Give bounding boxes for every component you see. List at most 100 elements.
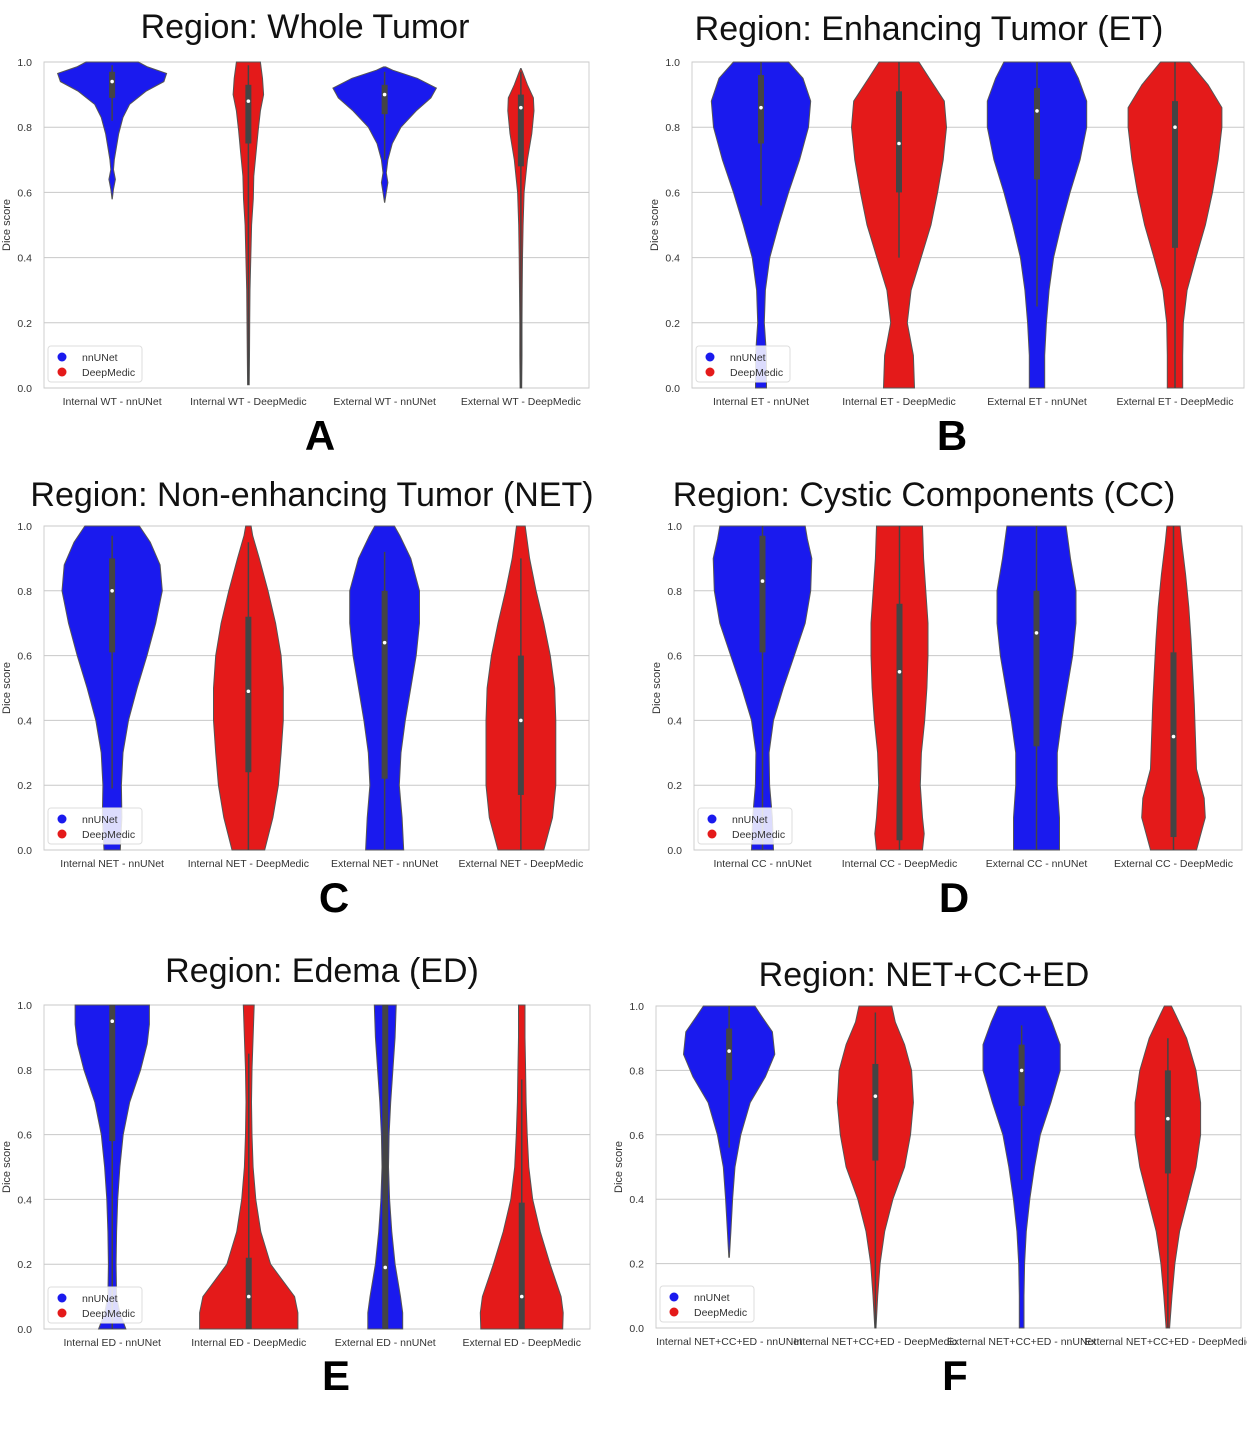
violin-box bbox=[1034, 88, 1040, 180]
violin-median bbox=[383, 1265, 388, 1270]
x-category-label: Internal WT - DeepMedic bbox=[190, 396, 307, 408]
y-tick-label: 0.4 bbox=[17, 1194, 32, 1206]
y-tick-label: 0.2 bbox=[17, 1259, 32, 1271]
x-category-label: External ET - DeepMedic bbox=[1116, 396, 1233, 408]
y-tick-label: 0.2 bbox=[665, 318, 680, 330]
violin-median bbox=[246, 689, 251, 694]
violin-box bbox=[245, 84, 252, 144]
y-tick-label: 0.8 bbox=[17, 122, 32, 134]
legend-label: DeepMedic bbox=[694, 1307, 747, 1319]
panel-letter: D bbox=[938, 874, 970, 921]
y-tick-label: 0.0 bbox=[665, 383, 680, 395]
legend-marker bbox=[669, 1307, 679, 1317]
x-category-label: External NET - nnUNet bbox=[331, 858, 438, 870]
y-axis-label: Dice score bbox=[1, 1141, 13, 1193]
violin-nnunet bbox=[710, 61, 812, 389]
x-category-label: External WT - DeepMedic bbox=[461, 396, 581, 408]
violin-plot: 0.0 0.2 0.4 0.6 0.8 1.0 Dice score Internal ED … bbox=[1, 1000, 591, 1349]
violin-box bbox=[1170, 652, 1177, 838]
y-tick-label: 1.0 bbox=[17, 57, 32, 69]
violin-median bbox=[1166, 1116, 1170, 1121]
y-tick-label: 0.2 bbox=[629, 1259, 644, 1271]
legend bbox=[47, 1286, 143, 1324]
violin-box bbox=[381, 84, 388, 115]
violin-plot: 0.0 0.2 0.4 0.6 0.8 1.0 Dice score Internal WT … bbox=[1, 57, 590, 408]
y-axis-label: Dice score bbox=[1, 199, 13, 251]
x-category-label: External NET - DeepMedic bbox=[459, 858, 584, 870]
y-tick-label: 0.6 bbox=[667, 651, 682, 663]
legend-label: nnUNet bbox=[694, 1292, 730, 1304]
violin-nnunet bbox=[56, 61, 168, 200]
x-category-label: Internal ED - DeepMedic bbox=[191, 1337, 306, 1349]
violin-box bbox=[382, 1005, 389, 1329]
x-category-label: Internal ED - nnUNet bbox=[64, 1337, 162, 1349]
violin-median bbox=[727, 1049, 731, 1053]
violin-median bbox=[110, 79, 114, 84]
legend bbox=[659, 1285, 755, 1323]
violin-median bbox=[246, 1294, 251, 1299]
x-category-label: Internal ET - nnUNet bbox=[713, 396, 809, 408]
chart-title: Region: Enhancing Tumor (ET) bbox=[694, 10, 1164, 48]
y-axis-label: Dice score bbox=[649, 199, 661, 251]
y-tick-label: 0.8 bbox=[17, 586, 32, 598]
panel-c: Region: Non-enhancing Tumor (NET) 0.0 0.2… bbox=[0, 468, 620, 938]
violin-median bbox=[519, 105, 523, 110]
x-category-label: Internal NET - DeepMedic bbox=[188, 858, 309, 870]
legend-marker bbox=[57, 1308, 67, 1318]
panel-letter: F bbox=[942, 1352, 968, 1399]
x-category-label: Internal WT - nnUNet bbox=[63, 396, 162, 408]
violin-box bbox=[726, 1028, 733, 1081]
legend bbox=[695, 345, 791, 383]
y-axis-label: Dice score bbox=[651, 662, 663, 714]
chart-title: Region: Non-enhancing Tumor (NET) bbox=[30, 476, 594, 514]
panel-letter: C bbox=[318, 874, 350, 921]
y-tick-label: 0.6 bbox=[17, 187, 32, 199]
y-tick-label: 0.8 bbox=[17, 1065, 32, 1077]
violin-median bbox=[873, 1094, 878, 1098]
x-category-label: External NET+CC+ED - DeepMedic bbox=[1084, 1336, 1247, 1348]
x-category-label: Internal NET - nnUNet bbox=[60, 858, 164, 870]
x-category-label: Internal CC - nnUNet bbox=[713, 858, 811, 870]
violin-box bbox=[517, 94, 524, 167]
violin-median bbox=[1035, 109, 1039, 113]
legend-marker bbox=[705, 367, 715, 377]
violin-median bbox=[897, 670, 902, 674]
x-category-label: Internal NET+CC+ED - nnUNet bbox=[656, 1336, 802, 1348]
plot-area bbox=[43, 61, 590, 389]
panel-letter: A bbox=[304, 412, 336, 459]
x-category-label: External WT - nnUNet bbox=[333, 396, 436, 408]
legend-marker bbox=[57, 352, 67, 362]
violin-plot: 0.0 0.2 0.4 0.6 0.8 1.0 Dice score Internal NET… bbox=[1, 521, 590, 870]
legend-label: nnUNet bbox=[82, 352, 118, 364]
panel-f: Region: NET+CC+ED 0.0 0.2 0.4 0.6 0.8 1.0 Dice… bbox=[604, 944, 1247, 1429]
violin-box bbox=[109, 1005, 116, 1142]
legend-marker bbox=[707, 829, 717, 839]
y-tick-label: 0.0 bbox=[17, 383, 32, 395]
y-tick-label: 0.4 bbox=[17, 715, 32, 727]
legend-label: nnUNet bbox=[730, 352, 766, 364]
violin-median bbox=[382, 640, 387, 645]
violin-median bbox=[897, 141, 901, 146]
panel-b: Region: Enhancing Tumor (ET) 0.0 0.2 0.4 0.… bbox=[624, 0, 1247, 470]
panel-e: Region: Edema (ED) 0.0 0.2 0.4 0.6 0.8 1.0 Dic… bbox=[0, 944, 620, 1429]
violin-box bbox=[381, 590, 388, 779]
legend-marker bbox=[669, 1292, 679, 1302]
violin-box bbox=[245, 616, 252, 773]
panel-a: Region: Whole Tumor 0.0 0.2 0.4 0.6 0.8 1.0 Di… bbox=[0, 0, 620, 470]
violin-median bbox=[519, 1294, 524, 1299]
violin-box bbox=[1172, 101, 1178, 248]
violin-median bbox=[519, 718, 523, 723]
violin-median bbox=[1019, 1068, 1024, 1073]
violin-median bbox=[760, 579, 765, 583]
y-tick-label: 0.2 bbox=[667, 780, 682, 792]
violin-median bbox=[382, 92, 387, 97]
y-tick-label: 0.8 bbox=[665, 122, 680, 134]
y-tick-label: 1.0 bbox=[667, 521, 682, 533]
y-tick-label: 0.6 bbox=[629, 1130, 644, 1142]
legend-label: nnUNet bbox=[82, 1293, 118, 1305]
y-tick-label: 1.0 bbox=[17, 521, 32, 533]
y-tick-label: 0.6 bbox=[17, 1130, 32, 1142]
chart-title: Region: NET+CC+ED bbox=[758, 956, 1090, 994]
violin-median bbox=[110, 1019, 115, 1023]
violin-median bbox=[1173, 125, 1177, 129]
